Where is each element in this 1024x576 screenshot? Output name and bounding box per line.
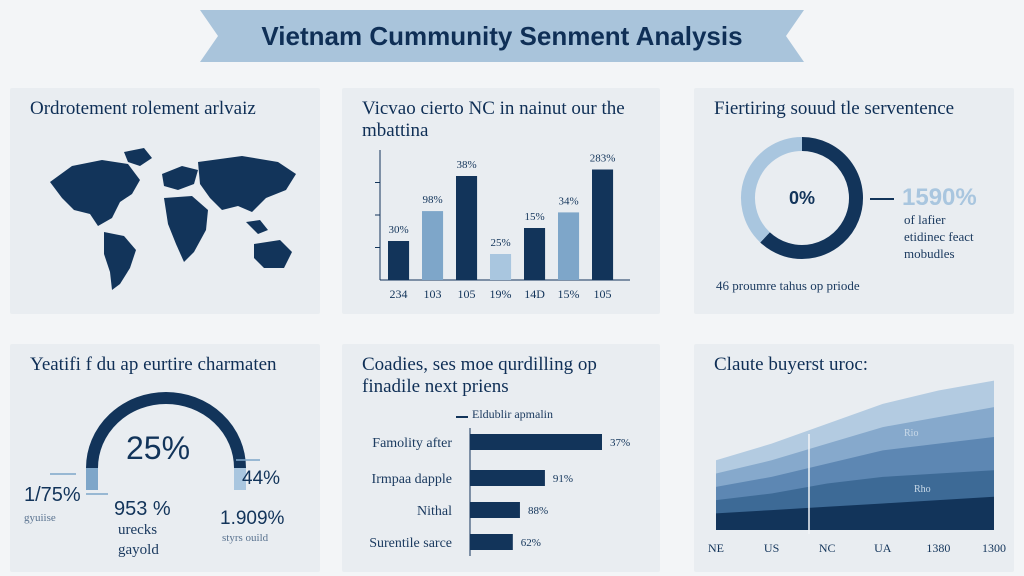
hbar-category-label: Surentile sarce (369, 536, 452, 551)
bar-data-label: 30% (388, 224, 408, 236)
bar-chart: 30% 234 98% 103 38% 105 25% 19% 15% 14D 34% 15% 283%… (375, 150, 630, 301)
bar-panel-title: Vicvao cierto NC in nainut our the mbatt… (362, 98, 625, 141)
area-inner-label: Rio (904, 428, 918, 439)
page-title: Vietnam Cummunity Senment Analysis (261, 20, 743, 51)
bar-x-tick-label: 19% (490, 287, 512, 301)
donut-footer: 46 proumre tahus op priode (716, 278, 860, 293)
bar-data-label: 25% (490, 237, 510, 249)
hbar-category-label: Irmpaa dapple (372, 472, 452, 487)
bar-data-label: 15% (524, 211, 544, 223)
donut-desc-1: of lafier (904, 212, 946, 227)
hbar-legend-swatch (456, 416, 468, 418)
bar-x-tick-label: 103 (424, 287, 442, 301)
donut-desc-2: etidinec feact (904, 229, 974, 244)
bar (558, 212, 580, 280)
bar (592, 169, 614, 280)
hbar-chart: Famolity after 37% Irmpaa dapple 91% Nithal 8… (369, 428, 630, 556)
area-inner-label: Rho (914, 484, 931, 495)
bar-data-label: 283% (590, 153, 616, 165)
world-map (50, 148, 296, 290)
gauge-left-value: 1/75% (24, 484, 81, 506)
donut-center-label: 0% (788, 188, 815, 208)
hbar-panel-title: Coadies, ses moe qurdilling op finadile … (362, 354, 597, 397)
gauge-right-sub: styrs ouild (222, 532, 269, 544)
gauge-main-value: 25% (126, 430, 191, 466)
donut-connector (870, 198, 894, 200)
gauge-center-sub-1: urecks (118, 522, 158, 538)
hbar (470, 434, 602, 450)
bar (388, 241, 410, 280)
bar-data-label: 98% (422, 194, 442, 206)
gauge-panel: Yeatifi f du ap eurtire charmaten 25% 1/… (10, 344, 320, 572)
map-panel: Ordrotement rolement arlvaiz (10, 88, 320, 314)
area-x-tick-label: NE (708, 541, 724, 555)
title-banner: Vietnam Cummunity Senment Analysis (200, 10, 804, 62)
banner-ribbon (200, 10, 804, 62)
area-x-tick-label: 1300 (982, 541, 1006, 555)
hbar (470, 502, 520, 518)
donut-panel-title: Fiertiring souud tle serventence (714, 98, 955, 119)
bar (524, 228, 546, 280)
hbar-legend: Eldublir apmalin (472, 407, 553, 421)
gauge-arc (50, 392, 260, 495)
bar (456, 176, 478, 280)
hbar-data-label: 88% (528, 505, 548, 517)
gauge-right-value: 1.909% (220, 508, 285, 529)
bar-x-tick-label: 15% (558, 287, 580, 301)
gauge-panel-title: Yeatifi f du ap eurtire charmaten (30, 354, 277, 375)
bar-x-tick-label: 105 (458, 287, 476, 301)
bar-panel: Vicvao cierto NC in nainut our the mbatt… (342, 88, 660, 314)
hbar-category-label: Nithal (417, 504, 452, 519)
area-series (716, 496, 994, 530)
bar-x-tick-label: 234 (390, 287, 408, 301)
area-x-tick-label: UA (874, 541, 892, 555)
gauge-center-value: 953 % (114, 498, 171, 520)
bar-data-label: 38% (456, 159, 476, 171)
bar (490, 254, 512, 280)
hbar-panel: Coadies, ses moe qurdilling op finadile … (342, 344, 660, 572)
area-x-tick-label: 1380 (926, 541, 950, 555)
hbar-data-label: 62% (521, 537, 541, 549)
gauge-left-sub: gyuiise (24, 512, 56, 524)
donut-desc-3: mobudles (904, 246, 955, 261)
area-panel-title: Claute buyerst uroc: (714, 354, 869, 375)
gauge-right-top: 44% (242, 468, 281, 489)
area-x-tick-label: NC (819, 541, 836, 555)
hbar-category-label: Famolity after (372, 436, 452, 451)
bar-x-tick-label: 105 (594, 287, 612, 301)
donut-chart (741, 137, 863, 259)
bar-data-label: 34% (558, 195, 578, 207)
bar (422, 211, 444, 280)
donut-big-value: 1590% (902, 184, 977, 211)
hbar (470, 470, 545, 486)
bar-x-tick-label: 14D (524, 287, 545, 301)
area-panel: Claute buyerst uroc: Rho Rio NE US NC UA 1380 1… (694, 344, 1014, 572)
area-x-tick-label: US (764, 541, 779, 555)
map-panel-title: Ordrotement rolement arlvaiz (30, 98, 256, 119)
donut-panel: Fiertiring souud tle serventence 0% 1590… (694, 88, 1014, 314)
area-chart: Rho Rio NE US NC UA 1380 1300 (708, 380, 1006, 555)
hbar (470, 534, 513, 550)
hbar-data-label: 37% (610, 437, 630, 449)
donut-slice (741, 137, 803, 243)
gauge-center-sub-2: gayold (118, 542, 159, 558)
donut-slice (760, 137, 863, 259)
hbar-data-label: 91% (553, 473, 573, 485)
